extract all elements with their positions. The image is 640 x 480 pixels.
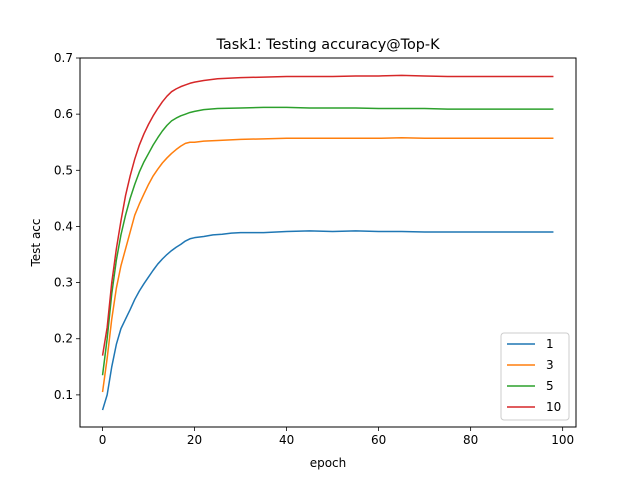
plot-frame [79, 57, 577, 428]
x-tick-label: 40 [279, 433, 294, 447]
series-layer [101, 74, 554, 411]
y-tick-label: 0.3 [54, 276, 73, 290]
series-line-3 [101, 136, 554, 393]
y-tick-label: 0.6 [54, 107, 73, 121]
x-tick-label: 60 [371, 433, 386, 447]
x-tick-label: 100 [551, 433, 574, 447]
chart-title: Task1: Testing accuracy@Top-K [215, 37, 440, 53]
series-line-5 [101, 106, 554, 376]
x-axis-label: epoch [310, 456, 347, 470]
y-axis-label: Test acc [29, 219, 43, 268]
legend: 1 3 5 10 [500, 332, 570, 421]
legend-label: 5 [546, 379, 554, 393]
y-tick-label: 0.2 [54, 332, 73, 346]
x-tick-label: 0 [99, 433, 107, 447]
legend-frame [500, 332, 570, 421]
x-tick-label: 80 [463, 433, 478, 447]
y-tick-label: 0.5 [54, 163, 73, 177]
x-tick-label: 20 [187, 433, 202, 447]
legend-label: 3 [546, 358, 554, 372]
plot-area [79, 57, 577, 428]
x-axis: 0 20 40 60 80 100 [99, 427, 574, 447]
legend-label: 1 [546, 337, 554, 351]
series-line-1 [101, 230, 554, 411]
legend-label: 10 [546, 400, 561, 414]
y-tick-label: 0.4 [54, 219, 73, 233]
y-axis: 0.1 0.2 0.3 0.4 0.5 0.6 0.7 [54, 51, 80, 402]
series-line-10 [101, 74, 554, 356]
y-tick-label: 0.1 [54, 388, 73, 402]
y-tick-label: 0.7 [54, 51, 73, 65]
